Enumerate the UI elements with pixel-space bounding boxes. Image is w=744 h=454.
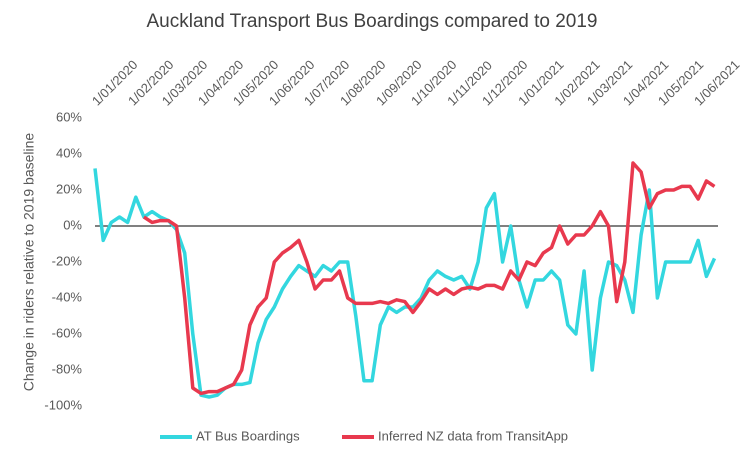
legend-label: AT Bus Boardings (196, 428, 300, 443)
series-line (142, 161, 716, 396)
chart-title: Auckland Transport Bus Boardings compare… (147, 11, 598, 32)
y-tick-label: 20% (56, 181, 82, 196)
y-tick-label: -60% (52, 325, 83, 340)
legend-label: Inferred NZ data from TransitApp (378, 428, 568, 443)
y-tick-label: -100% (44, 397, 82, 412)
y-tick-label: 0% (63, 217, 82, 232)
y-tick-label: -20% (52, 253, 83, 268)
y-tick-label: -40% (52, 289, 83, 304)
y-tick-label: 60% (56, 109, 82, 124)
y-axis-label: Change in riders relative to 2019 baseli… (21, 133, 37, 392)
y-tick-label: -80% (52, 361, 83, 376)
y-tick-label: 40% (56, 145, 82, 160)
